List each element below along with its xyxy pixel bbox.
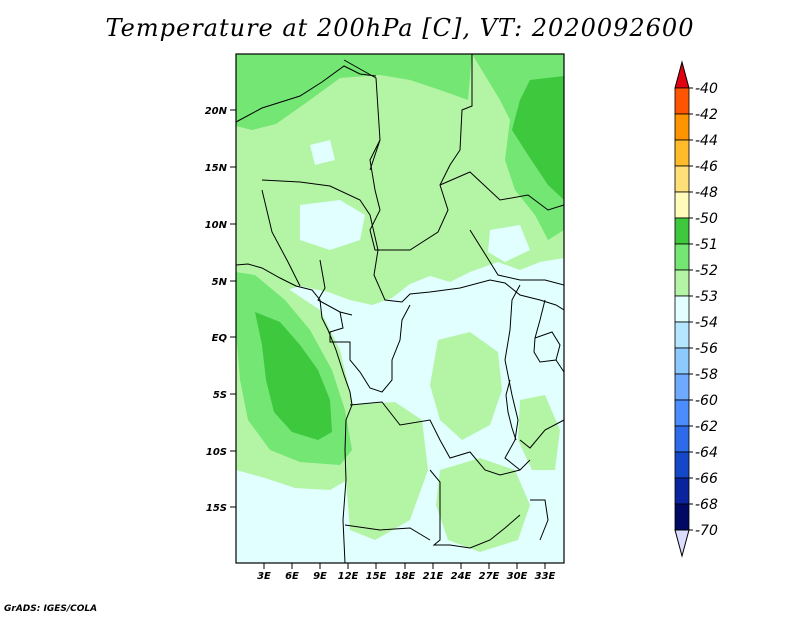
colorbar-swatch	[674, 451, 690, 479]
lon-label: 30E	[507, 571, 528, 582]
field-light-se-corner	[518, 395, 560, 470]
colorbar-swatch	[674, 425, 690, 453]
colorbar-swatch	[674, 139, 690, 167]
colorbar-label: -64	[695, 445, 718, 461]
longitude-ticks	[263, 563, 546, 569]
credit-text: GrADS: IGES/COLA	[4, 604, 98, 614]
colorbar-swatch	[674, 217, 690, 245]
lon-label: 33E	[535, 571, 556, 582]
colorbar-label: -62	[695, 419, 718, 435]
lon-label: 18E	[395, 571, 416, 582]
lon-label: 15E	[366, 571, 387, 582]
lon-label: 27E	[479, 571, 500, 582]
colorbar-swatch	[674, 87, 690, 115]
lon-label: 6E	[285, 571, 299, 582]
lat-label: 15N	[205, 163, 228, 174]
border-libya-chad	[343, 59, 381, 171]
colorbar-top-arrow	[674, 60, 690, 89]
map-title: Temperature at 200hPa [C], VT: 202009260…	[105, 14, 695, 42]
colorbar-swatch	[674, 113, 690, 141]
field-pale-patch-2	[310, 140, 335, 165]
colorbar-label: -66	[695, 471, 718, 487]
colorbar-label: -58	[695, 367, 718, 383]
field-mid-north	[236, 54, 472, 130]
border-east-africa	[519, 299, 564, 449]
field-light-south	[345, 402, 428, 540]
lon-label: 12E	[338, 571, 359, 582]
lat-label: 20N	[205, 106, 228, 117]
colorbar-label: -48	[695, 185, 718, 201]
colorbar-label: -44	[695, 133, 718, 149]
temperature-field	[236, 54, 564, 563]
lat-label: 15S	[206, 503, 227, 514]
field-pale-patch-3	[488, 225, 530, 262]
colorbar-label: -46	[695, 159, 718, 175]
field-dark-northeast	[512, 76, 564, 200]
border-malawi	[530, 499, 549, 541]
colorbar-label: -53	[695, 289, 718, 305]
border-niger-nigeria	[236, 65, 377, 123]
lat-label: 5N	[212, 277, 228, 288]
colorbar-label: -51	[695, 237, 718, 253]
colorbar-label: -60	[695, 393, 718, 409]
colorbar-label: -50	[695, 211, 718, 227]
map-frame	[235, 53, 565, 564]
lat-label: 5S	[213, 390, 227, 401]
field-dark-west	[255, 312, 332, 440]
border-sudan-ssudan	[439, 171, 564, 211]
colorbar-label: -52	[695, 263, 718, 279]
border-nigeria-chad	[261, 179, 564, 311]
latitude-labels: 20N 15N 10N 5N EQ 5S 10S 15S	[205, 106, 228, 514]
border-angola-zambia	[429, 469, 521, 549]
lon-label: 24E	[451, 571, 472, 582]
lon-label: 3E	[257, 571, 271, 582]
colorbar-swatch	[674, 399, 690, 427]
colorbar-label: -68	[695, 497, 718, 513]
lon-label: 21E	[423, 571, 444, 582]
colorbar-swatch	[674, 243, 690, 271]
colorbar: -40 -42 -44 -46 -48 -50 -51 -52 -53 -54 -56 -58 -60 -…	[674, 60, 718, 558]
lat-label: EQ	[212, 333, 228, 344]
colorbar-label: -70	[695, 523, 718, 539]
border-drc-east	[504, 284, 531, 471]
border-namibia	[344, 524, 431, 541]
colorbar-swatch	[674, 269, 690, 297]
colorbar-swatch	[674, 191, 690, 219]
colorbar-swatch	[674, 165, 690, 193]
colorbar-bottom-arrow	[674, 529, 690, 558]
border-coastline-west	[236, 263, 353, 563]
colorbar-swatch	[674, 373, 690, 401]
colorbar-swatch	[674, 503, 690, 531]
border-ssudan-south	[469, 229, 564, 286]
field-light-southeast	[436, 458, 530, 552]
longitude-labels: 3E 6E 9E 12E 15E 18E 21E 24E 27E 30E 33E	[257, 571, 555, 582]
latitude-ticks	[230, 109, 236, 508]
border-cameroon	[261, 189, 353, 316]
border-lake-tanganyika	[505, 379, 517, 441]
colorbar-label: -56	[695, 341, 718, 357]
border-sudan-chad	[369, 54, 473, 251]
border-congo-drc	[329, 304, 411, 393]
colorbar-label: -42	[695, 107, 718, 123]
colorbar-swatch	[674, 295, 690, 323]
colorbar-label: -54	[695, 315, 718, 331]
lat-label: 10S	[206, 447, 227, 458]
colorbar-label: -40	[695, 81, 718, 97]
field-pale-patch-1	[300, 200, 365, 250]
colorbar-swatch	[674, 477, 690, 505]
lat-label: 10N	[205, 220, 228, 231]
colorbar-swatch	[674, 321, 690, 349]
field-light-central	[430, 332, 502, 440]
colorbar-swatch	[674, 347, 690, 375]
country-borders	[236, 54, 564, 563]
border-drc-angola	[349, 401, 521, 476]
lon-label: 9E	[313, 571, 327, 582]
